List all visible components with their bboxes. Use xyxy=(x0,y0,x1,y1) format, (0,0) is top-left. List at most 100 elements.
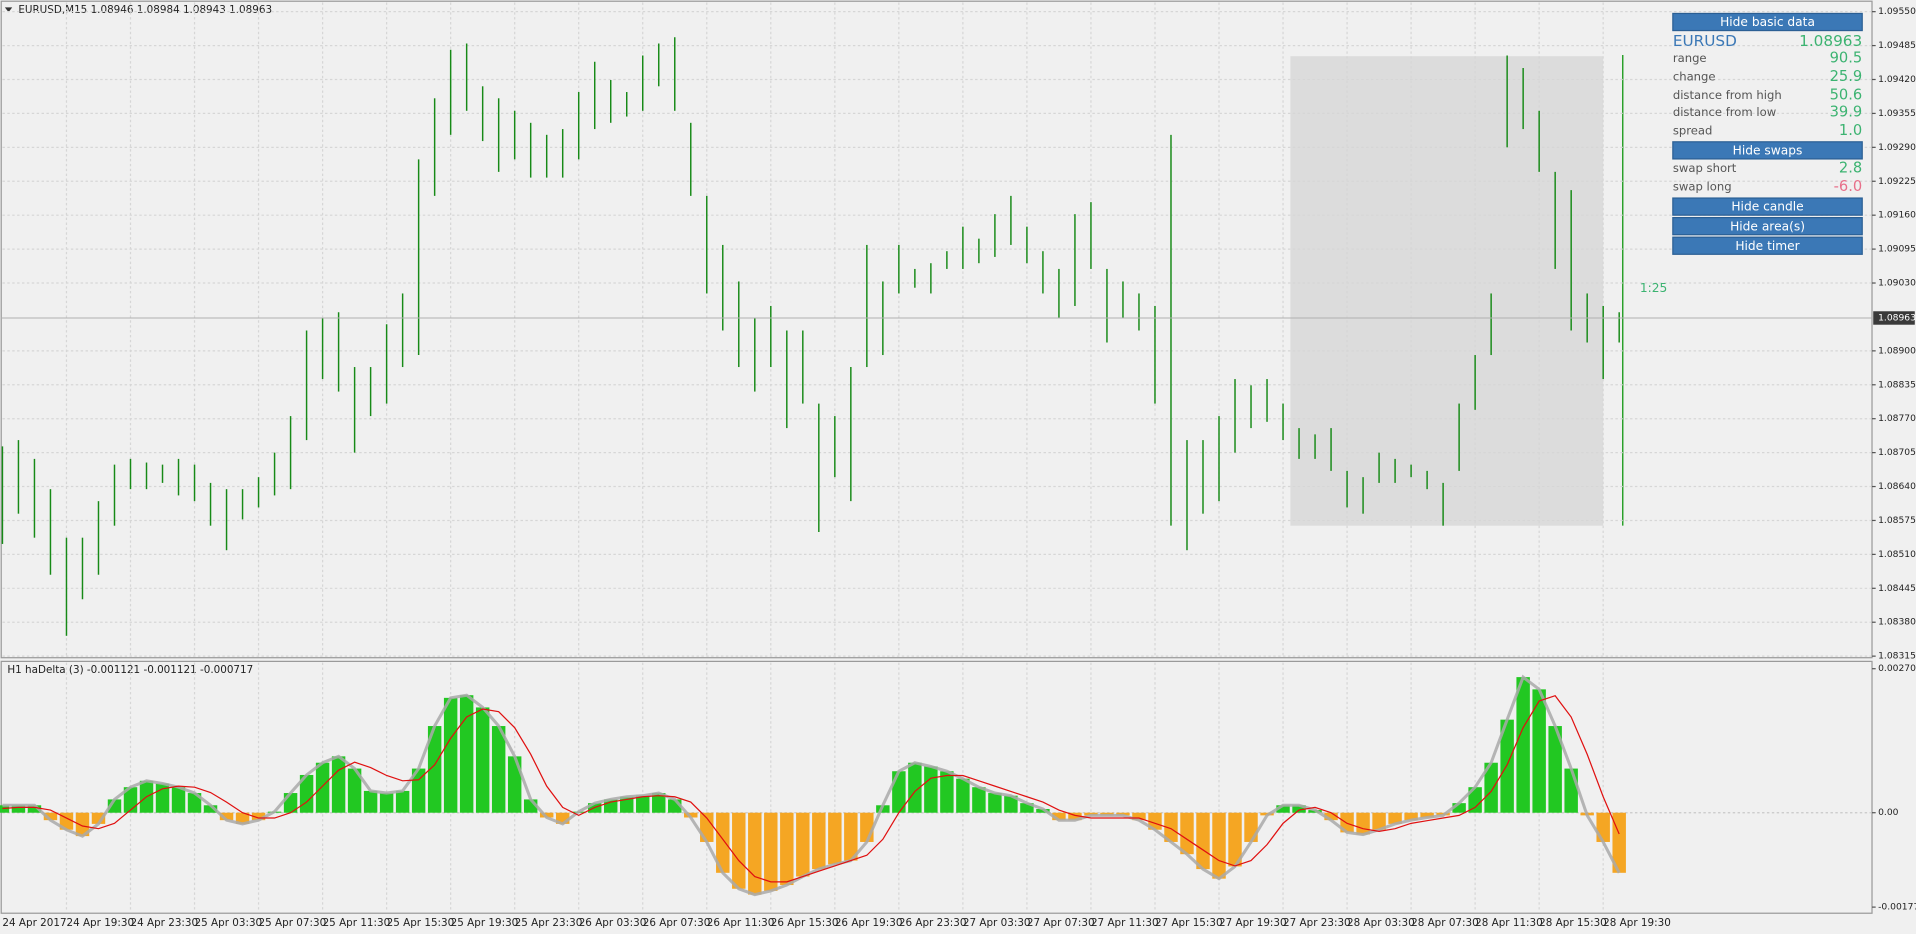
panel-button[interactable] xyxy=(1672,216,1863,236)
panel-row-label: spread xyxy=(1673,123,1713,137)
histogram-bar xyxy=(379,793,394,813)
histogram-bar xyxy=(1196,812,1210,870)
panel-button-label[interactable]: Hide basic data xyxy=(1720,15,1815,29)
histogram-bar xyxy=(1020,803,1034,813)
histogram-bar xyxy=(347,768,362,813)
histogram-bar xyxy=(716,812,730,873)
panel-row-value: 1.0 xyxy=(1839,122,1862,139)
histogram-bar xyxy=(1404,812,1418,821)
y-tick-label: 1.09550 xyxy=(1878,6,1916,17)
panel-row-value: 50.6 xyxy=(1830,86,1863,103)
y-tick-label: 1.08900 xyxy=(1878,345,1916,356)
histogram-bar xyxy=(91,812,106,824)
y-tick-label: 1.08770 xyxy=(1878,413,1916,424)
y-tick-label: 1.08445 xyxy=(1878,583,1916,594)
panel-button-label[interactable]: Hide area(s) xyxy=(1730,219,1805,233)
panel-row-label: distance from high xyxy=(1673,88,1782,102)
time-label: 28 Apr 07:30 xyxy=(1411,917,1479,929)
time-label: 25 Apr 15:30 xyxy=(387,917,455,929)
histogram-bar xyxy=(1532,689,1546,813)
y-tick-label: 1.08705 xyxy=(1878,447,1916,458)
panel-row-value: -6.0 xyxy=(1834,178,1863,195)
histogram-bar xyxy=(331,756,346,813)
histogram-bar xyxy=(1228,812,1242,867)
histogram-bar xyxy=(764,812,778,891)
histogram-bar xyxy=(860,812,874,842)
histogram-bar xyxy=(443,697,458,813)
histogram-bar xyxy=(1500,719,1514,813)
time-label: 25 Apr 19:30 xyxy=(451,917,519,929)
histogram-bar xyxy=(75,812,90,837)
panel-row-value: 90.5 xyxy=(1830,50,1863,67)
y-tick-label: 1.08575 xyxy=(1878,515,1916,526)
histogram-bar xyxy=(812,812,826,870)
histogram-bar xyxy=(844,812,858,861)
time-label: 26 Apr 15:30 xyxy=(771,917,839,929)
histogram-bar xyxy=(1244,812,1258,842)
histogram-bar xyxy=(219,812,234,821)
symbol: EURUSD xyxy=(1673,32,1737,50)
panel-button[interactable] xyxy=(1672,197,1863,216)
time-label: 25 Apr 23:30 xyxy=(515,917,583,929)
histogram-bar xyxy=(1596,812,1610,842)
histogram-bar xyxy=(0,805,10,813)
histogram-bar xyxy=(1388,812,1402,824)
panel-row-label: swap short xyxy=(1673,161,1737,175)
histogram-bar xyxy=(1068,812,1082,821)
histogram-bar xyxy=(491,726,506,813)
timer: 1:25 xyxy=(1640,281,1667,295)
y-tick-label: 1.09225 xyxy=(1878,176,1916,187)
main-pane xyxy=(0,0,1873,659)
panel-row-value: 25.9 xyxy=(1830,68,1863,85)
histogram-bar xyxy=(251,812,266,821)
histogram-bar xyxy=(636,795,650,813)
indicator-pane xyxy=(0,660,1873,914)
time-label: 27 Apr 11:30 xyxy=(1091,917,1159,929)
y-tick-label: 1.09290 xyxy=(1878,142,1916,153)
y-tick-label: 0.00 xyxy=(1878,807,1899,818)
panel-row-label: change xyxy=(1673,70,1716,84)
panel-row-label: range xyxy=(1673,51,1707,65)
histogram-bar xyxy=(11,805,26,813)
histogram-bar xyxy=(1052,812,1066,821)
histogram-bar xyxy=(1324,812,1338,821)
time-label: 27 Apr 03:30 xyxy=(963,917,1031,929)
panel-button-label[interactable]: Hide timer xyxy=(1735,239,1800,253)
histogram-bar xyxy=(796,812,810,877)
chart-title: EURUSD,M15 1.08946 1.08984 1.08943 1.089… xyxy=(18,4,272,16)
panel-button[interactable] xyxy=(1672,236,1863,255)
histogram-bar xyxy=(1164,812,1178,842)
panel-button[interactable] xyxy=(1672,12,1863,32)
histogram-bar xyxy=(988,793,1002,813)
histogram-bar xyxy=(1132,812,1146,821)
panel-button[interactable] xyxy=(1672,141,1863,160)
panel-row-value: 2.8 xyxy=(1839,160,1862,177)
histogram-bar xyxy=(620,796,634,813)
histogram-bar xyxy=(555,812,570,824)
time-label: 28 Apr 15:30 xyxy=(1539,917,1607,929)
time-label: 28 Apr 11:30 xyxy=(1475,917,1543,929)
histogram-bar xyxy=(427,726,442,813)
panel-button-label[interactable]: Hide candle xyxy=(1731,200,1803,214)
histogram-bar xyxy=(732,812,746,889)
highlight-area xyxy=(1290,56,1604,526)
histogram-bar xyxy=(27,805,42,813)
panel-button-label[interactable]: Hide swaps xyxy=(1733,143,1803,157)
signal-line xyxy=(2,695,1620,883)
histogram-bar xyxy=(684,812,698,818)
last-price-label: 1.08963 xyxy=(1878,312,1916,323)
histogram-bar xyxy=(1372,812,1386,830)
menu-arrow[interactable] xyxy=(4,7,13,13)
panel-row-label: swap long xyxy=(1673,180,1732,194)
y-tick-label: 1.08315 xyxy=(1878,651,1916,662)
time-label: 24 Apr 2017 xyxy=(2,917,66,929)
histogram-bar xyxy=(1276,805,1290,813)
time-label: 25 Apr 03:30 xyxy=(195,917,263,929)
histogram-bar xyxy=(1612,812,1626,873)
y-tick-label: -0.001775 xyxy=(1878,902,1916,913)
histogram-bar xyxy=(748,812,762,895)
histogram-bar xyxy=(924,766,938,813)
time-label: 26 Apr 23:30 xyxy=(899,917,967,929)
histogram-bar xyxy=(908,762,922,813)
